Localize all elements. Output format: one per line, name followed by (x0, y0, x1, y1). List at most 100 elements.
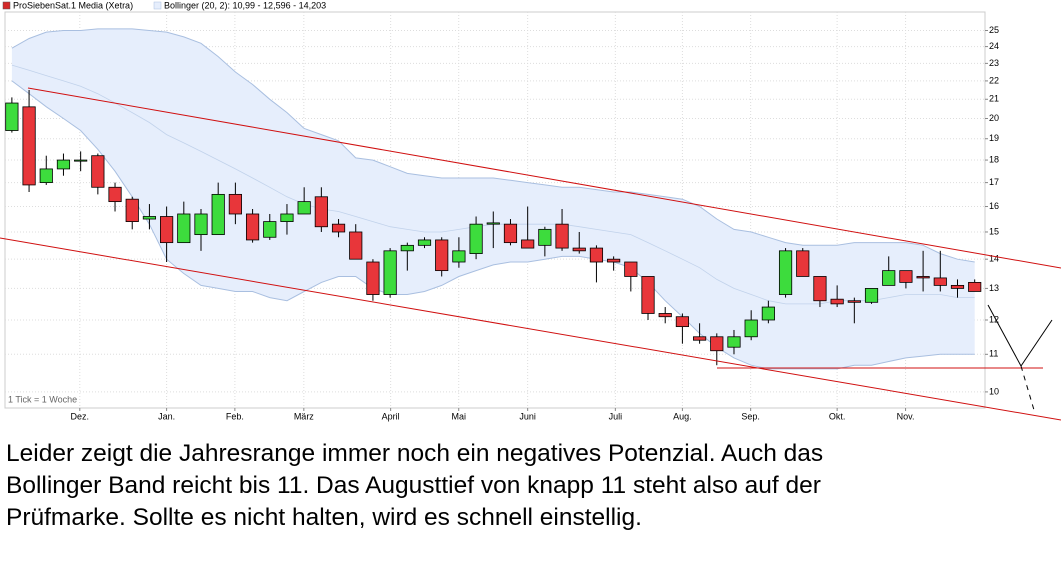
candle-body (469, 223, 483, 254)
candle-body (796, 250, 810, 277)
y-tick-label: 15 (989, 226, 999, 236)
y-tick-label: 24 (989, 41, 999, 51)
candle-body (142, 216, 157, 220)
candle-body (503, 223, 518, 244)
comment: Leider zeigt die Jahresrange immer noch … (6, 438, 823, 534)
candle-body (968, 281, 982, 292)
x-tick-label: Feb. (226, 411, 244, 421)
trend-line (27, 87, 1061, 269)
candle-body (847, 300, 861, 303)
legend-swatch (2, 1, 11, 10)
x-tick-label: Juni (519, 411, 536, 421)
candle-body (452, 250, 466, 263)
candle-body (228, 193, 242, 215)
legend-swatch (153, 1, 162, 10)
candle-body (297, 201, 311, 215)
candle-body (435, 239, 449, 272)
y-tick-label: 10 (989, 386, 999, 396)
candle-body (22, 106, 36, 186)
candle-body (899, 270, 913, 283)
candle-body (5, 102, 19, 131)
candle-body (675, 316, 689, 328)
candle-body (245, 213, 260, 241)
x-tick-label: Nov. (897, 411, 915, 421)
candle-body (744, 319, 758, 338)
candle-body (331, 223, 346, 233)
candle-body (761, 306, 775, 321)
candle-body (211, 193, 225, 236)
band-lower (11, 80, 975, 370)
candle-body (349, 231, 363, 260)
candle-body (641, 276, 655, 314)
y-tick-label: 23 (989, 58, 999, 68)
band-upper (11, 28, 975, 263)
candle-body (727, 336, 741, 348)
comment-line: Prüfmarke. Sollte es nicht halten, wird … (6, 504, 642, 531)
candle-body (194, 213, 208, 236)
sketch-line (987, 304, 1022, 367)
x-tick-label: Sep. (741, 411, 760, 421)
trend-line (0, 237, 1061, 421)
candle-body (693, 336, 707, 341)
x-tick-label: Mai (451, 411, 466, 421)
comment-line: Leider zeigt die Jahresrange immer noch … (6, 440, 824, 467)
candle-body (366, 261, 380, 295)
y-tick-label: 19 (989, 133, 999, 143)
legend-label: Bollinger (20, 2): 10,99 - 12,596 - 14,2… (164, 0, 326, 10)
y-tick-label: 12 (989, 314, 999, 324)
candle-body (589, 247, 604, 263)
trend-lines (0, 87, 1061, 421)
sketch-line (1020, 319, 1053, 367)
candle-body (314, 196, 328, 228)
x-tick-label: Jan. (158, 411, 175, 421)
candle-body (91, 155, 105, 188)
candle-body (521, 239, 535, 249)
candle-body (555, 223, 569, 249)
x-tick-label: Juli (609, 411, 623, 421)
candle-body (864, 288, 879, 303)
candle-body (607, 258, 621, 263)
candle-body (572, 247, 586, 252)
y-tick-label: 18 (989, 154, 999, 164)
candle-body (39, 168, 53, 184)
y-tick-label: 14 (989, 254, 999, 264)
x-tick-label: Dez. (71, 411, 90, 421)
x-tick-label: Okt. (829, 411, 846, 421)
sketch-line (1020, 365, 1035, 411)
candle-body (74, 159, 88, 162)
candle-body (383, 250, 397, 295)
candle-body (417, 239, 432, 246)
candle-body (830, 298, 844, 305)
candle-body (486, 222, 500, 225)
legend: ProSiebenSat.1 Media (Xetra) Bollinger (… (2, 0, 326, 10)
y-tick-label: 20 (989, 113, 999, 123)
candle-body (160, 216, 174, 244)
y-tick-label: 22 (989, 75, 999, 85)
candle-body (778, 250, 793, 295)
candle-body (624, 261, 638, 277)
candle-body (56, 159, 71, 170)
y-tick-label: 13 (989, 283, 999, 293)
x-tick-label: Aug. (673, 411, 692, 421)
y-tick-label: 16 (989, 201, 999, 211)
x-tick-label: März (294, 411, 314, 421)
candle-body (933, 277, 947, 286)
annotation: 1 Tick = 1 Woche (8, 394, 77, 404)
band-area (11, 28, 975, 369)
candle-body (108, 186, 122, 203)
candle-body (882, 270, 896, 286)
candle-body (280, 213, 294, 222)
y-tick-label: 25 (989, 25, 999, 35)
comment-line: Bollinger Band reicht bis 11. Das August… (6, 472, 821, 499)
y-tick-label: 17 (989, 177, 999, 187)
candle-body (813, 276, 827, 302)
y-tick-label: 11 (989, 349, 998, 359)
candle-body (658, 313, 672, 318)
candle-body (538, 228, 552, 246)
candles (5, 89, 982, 366)
candle-body (263, 221, 277, 238)
chart: 10 11 12 13 14 15 16 17 18 19 20 21 22 23 24 25 Dez. Jan.… (0, 0, 1061, 421)
x-tick-label: April (382, 411, 400, 421)
candle-body (916, 276, 930, 279)
